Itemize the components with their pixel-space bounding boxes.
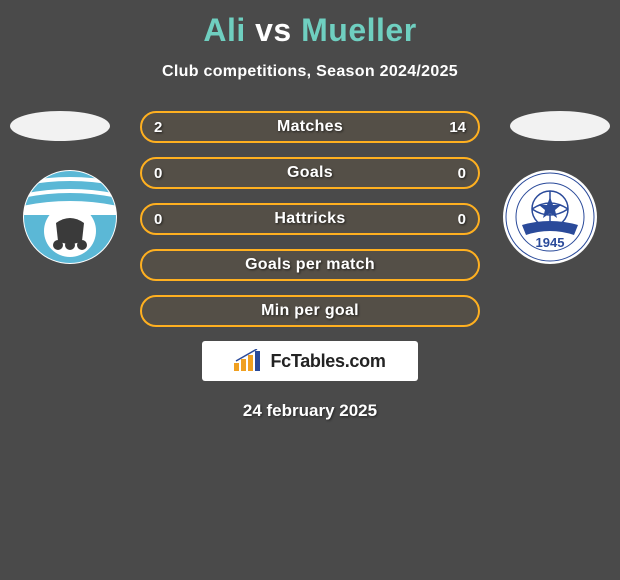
stat-right-value: 14 [449,119,466,136]
branding-bars-icon [234,349,264,373]
club-year: 1945 [536,235,565,250]
comparison-title: Ali vs Mueller [0,0,620,49]
stat-label: Hattricks [274,210,345,228]
vs-text: vs [255,12,292,48]
competition-subtitle: Club competitions, Season 2024/2025 [0,63,620,81]
club-badge-left-icon [22,169,118,265]
branding-text: FcTables.com [270,351,385,372]
stat-row-goals: 0 Goals 0 [140,157,480,189]
stat-row-matches: 2 Matches 14 [140,111,480,143]
club-badge-right-icon: 1945 [502,169,598,265]
stat-pill-stack: 2 Matches 14 0 Goals 0 0 Hattricks 0 Goa… [140,111,480,327]
stat-left-value: 0 [154,211,162,228]
stat-label: Goals [287,164,333,182]
stat-row-goals-per-match: Goals per match [140,249,480,281]
stat-left-value: 0 [154,165,162,182]
stat-label: Goals per match [245,256,375,274]
player2-avatar [510,111,610,141]
player1-club-badge [22,169,118,265]
stat-left-value: 2 [154,119,162,136]
player1-avatar [10,111,110,141]
stat-row-hattricks: 0 Hattricks 0 [140,203,480,235]
stats-content: 1945 2 Matches 14 0 Goals 0 0 Hattricks … [0,111,620,421]
snapshot-date: 24 february 2025 [0,401,620,421]
player1-name: Ali [203,12,245,48]
branding-banner: FcTables.com [202,341,418,381]
stat-label: Matches [277,118,343,136]
player2-name: Mueller [301,12,417,48]
player2-club-badge: 1945 [502,169,598,265]
stat-right-value: 0 [458,165,466,182]
stat-right-value: 0 [458,211,466,228]
stat-label: Min per goal [261,302,359,320]
stat-row-min-per-goal: Min per goal [140,295,480,327]
